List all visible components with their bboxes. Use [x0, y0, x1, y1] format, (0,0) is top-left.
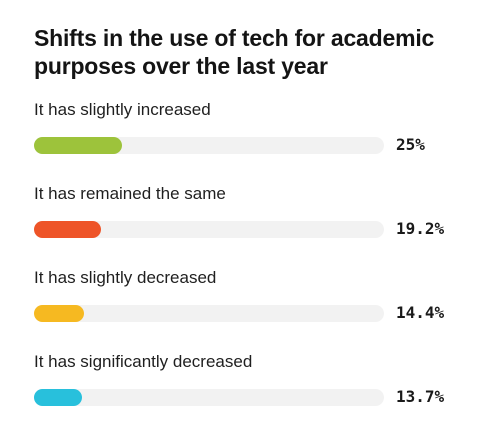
bar-row: It has remained the same 19.2%	[34, 184, 480, 268]
category-label: It has slightly decreased	[34, 268, 217, 287]
category-label: It has remained the same	[34, 184, 226, 203]
bar	[34, 137, 122, 154]
bar-track	[34, 221, 384, 238]
bar	[34, 221, 101, 238]
bar-row: It has significantly decreased 13.7%	[34, 352, 480, 436]
bar	[34, 305, 84, 322]
bar-track	[34, 305, 384, 322]
bar-track	[34, 137, 384, 154]
bar-row: It has slightly increased 25%	[34, 100, 480, 184]
value-label: 13.7%	[396, 387, 445, 406]
bar-track	[34, 389, 384, 406]
bar	[34, 389, 82, 406]
category-label: It has slightly increased	[34, 100, 211, 119]
bar-rows: It has slightly increased 25% It has remai…	[34, 100, 480, 436]
bar-row: It has slightly decreased 14.4%	[34, 268, 480, 352]
chart-title: Shifts in the use of tech for academic p…	[34, 25, 435, 79]
value-label: 25%	[396, 135, 425, 154]
value-label: 19.2%	[396, 219, 445, 238]
category-label: It has significantly decreased	[34, 352, 253, 371]
value-label: 14.4%	[396, 303, 445, 322]
